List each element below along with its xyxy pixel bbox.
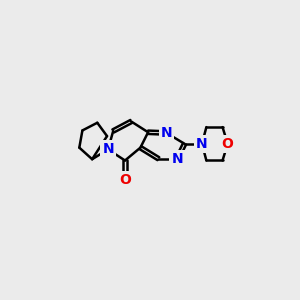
Text: N: N <box>102 142 114 156</box>
Text: O: O <box>222 137 234 151</box>
Text: N: N <box>172 152 183 166</box>
Text: N: N <box>196 137 208 151</box>
Text: N: N <box>161 126 172 140</box>
Text: O: O <box>119 173 131 187</box>
